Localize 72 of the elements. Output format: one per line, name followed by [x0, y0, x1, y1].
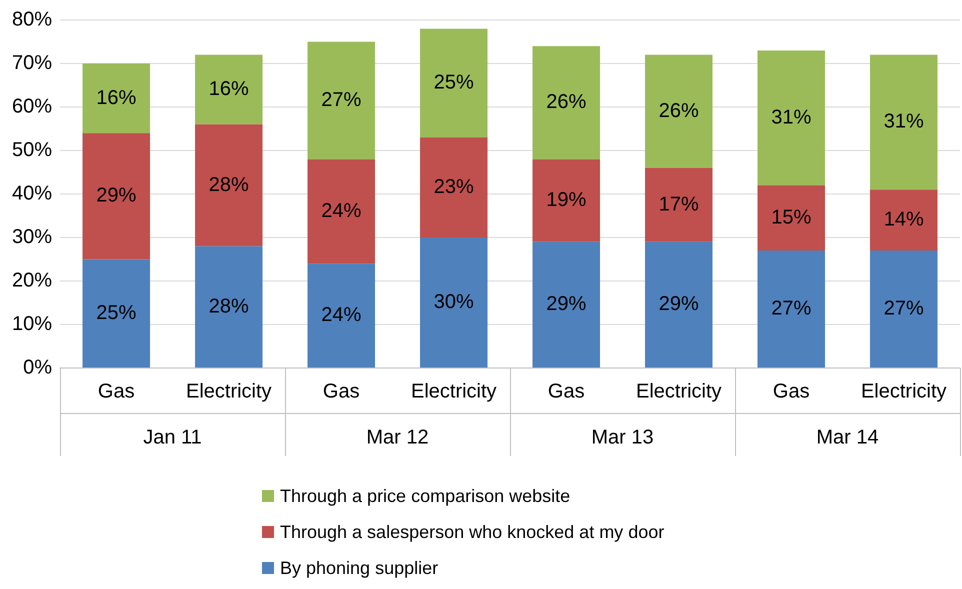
- y-tick-label: 0%: [23, 356, 52, 379]
- bar: [82, 259, 150, 368]
- data-label: 27%: [321, 88, 362, 111]
- data-label: 29%: [96, 184, 137, 207]
- bar: [82, 64, 150, 134]
- bar: [195, 246, 263, 368]
- bar: [870, 54, 938, 190]
- data-label: 28%: [208, 174, 250, 196]
- data-label: 28%: [208, 295, 250, 318]
- data-label: 23%: [434, 176, 474, 198]
- data-label: 26%: [658, 100, 699, 122]
- data-label: 16%: [208, 78, 250, 100]
- bar: [645, 168, 713, 242]
- bar: [758, 250, 826, 368]
- bar: [82, 133, 150, 260]
- bar: [420, 28, 488, 138]
- bar: [645, 242, 713, 368]
- bar: [532, 46, 600, 160]
- data-label: 17%: [658, 193, 699, 216]
- bar: [195, 124, 263, 246]
- bar: [420, 238, 488, 368]
- text: Mar 13: [591, 426, 654, 449]
- x-tick-label: Electricity: [186, 380, 272, 403]
- data-label: 14%: [884, 208, 924, 231]
- y-tick-label: 60%: [12, 96, 52, 118]
- legend-label: Through a salesperson who knocked at my door: [280, 522, 664, 542]
- x-tick-label: Gas: [548, 380, 585, 403]
- data-label: 25%: [96, 302, 137, 324]
- data-label: 16%: [96, 86, 137, 109]
- bar: [308, 42, 376, 160]
- legend-label: By phoning supplier: [280, 558, 438, 578]
- bar: [870, 250, 938, 368]
- data-label: 27%: [771, 298, 812, 320]
- bar: [532, 159, 600, 242]
- data-label: 25%: [434, 72, 474, 94]
- text: Mar 14: [816, 426, 879, 449]
- y-tick-label: 10%: [12, 313, 52, 336]
- x-tick-label: Electricity: [860, 380, 947, 403]
- bar: [420, 137, 488, 238]
- y-tick-label: 40%: [12, 182, 52, 205]
- bar: [758, 50, 826, 186]
- data-label: 24%: [321, 200, 362, 222]
- bar: [532, 242, 600, 368]
- y-tick-label: 80%: [12, 8, 52, 31]
- data-label: 26%: [546, 91, 586, 114]
- data-label: 30%: [434, 291, 474, 314]
- y-tick-label: 70%: [12, 52, 52, 74]
- data-label: 31%: [771, 106, 812, 128]
- data-label: 31%: [884, 110, 924, 133]
- bar: [645, 54, 713, 168]
- x-tick-label: Electricity: [636, 380, 722, 403]
- y-tick-label: 50%: [12, 139, 52, 162]
- bar: [308, 159, 376, 264]
- y-tick-label: 30%: [12, 226, 52, 248]
- x-tick-label: Electricity: [410, 380, 497, 403]
- text: Mar 12: [366, 426, 429, 449]
- data-label: 19%: [546, 189, 586, 212]
- data-label: 24%: [321, 304, 362, 326]
- data-label: 29%: [658, 293, 699, 316]
- bar: [870, 190, 938, 251]
- data-label: 15%: [771, 206, 812, 228]
- x-tick-label: Gas: [98, 380, 135, 403]
- bar: [308, 264, 376, 368]
- bar: [195, 54, 263, 124]
- data-label: 29%: [546, 293, 586, 316]
- y-tick-label: 20%: [12, 270, 52, 292]
- legend-label: Through a price comparison website: [280, 486, 570, 506]
- data-label: 27%: [884, 298, 924, 320]
- bar: [758, 185, 826, 251]
- x-tick-label: Gas: [772, 380, 810, 403]
- x-tick-label: Gas: [322, 380, 360, 403]
- text: Jan 11: [143, 426, 202, 449]
